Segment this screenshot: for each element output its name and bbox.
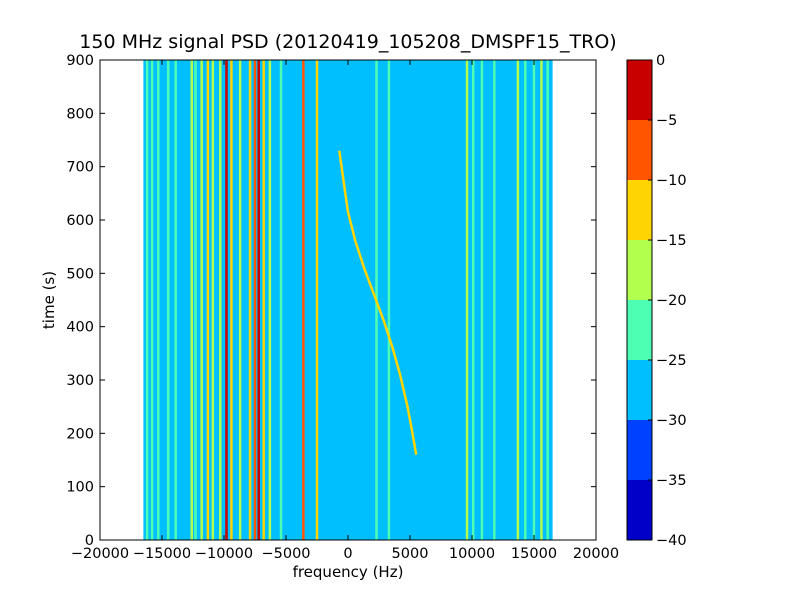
x-axis-label: frequency (Hz): [293, 563, 404, 581]
colorbar-tick-label: −25: [656, 353, 687, 369]
colorbar-block: [627, 480, 652, 540]
spectral-line: [190, 60, 193, 540]
colorbar-block: [627, 120, 652, 180]
spectral-line: [166, 60, 170, 540]
spectral-line: [532, 60, 536, 540]
x-tick-label: 15000: [511, 546, 557, 562]
spectral-line: [206, 60, 210, 540]
y-axis-label: time (s): [40, 271, 58, 329]
spectral-line: [257, 60, 260, 540]
spectral-line: [540, 60, 543, 540]
y-tick-label: 100: [66, 480, 94, 496]
spectral-line: [150, 60, 154, 540]
doppler-curve: [338, 150, 418, 455]
spectral-line: [194, 60, 197, 540]
colorbar: −40 −35 −30 −25 −20 −15 −10 −5 0: [626, 53, 687, 549]
spectral-line: [219, 60, 222, 540]
x-tick-label: 5000: [392, 546, 429, 562]
x-tick-label: −5000: [261, 546, 310, 562]
spectral-line: [524, 60, 527, 540]
y-tick-label: 500: [66, 266, 94, 282]
y-tick-label: 0: [85, 533, 94, 549]
spectral-line: [145, 60, 149, 540]
colorbar-block: [627, 360, 652, 420]
x-tick-label: 0: [343, 546, 352, 562]
psd-background: [143, 60, 553, 540]
spectral-line: [262, 60, 265, 540]
colorbar-tick-label: 0: [656, 53, 665, 69]
spectral-line: [225, 60, 228, 540]
y-tick-label: 700: [66, 160, 94, 176]
spectral-line: [253, 60, 257, 540]
spectral-line: [238, 60, 242, 540]
spectral-line: [174, 60, 177, 540]
y-tick-label: 200: [66, 426, 94, 442]
colorbar-block: [627, 60, 652, 120]
x-tick-label: −15000: [133, 546, 191, 562]
y-tick-label: 900: [66, 53, 94, 69]
y-tick-label: 600: [66, 213, 94, 229]
y-tick-label: 400: [66, 320, 94, 336]
spectral-line: [465, 60, 469, 540]
colorbar-tick-label: −10: [656, 173, 687, 189]
spectral-line: [480, 60, 484, 540]
colorbar-block: [627, 180, 652, 240]
x-tick-label: −10000: [195, 546, 253, 562]
colorbar-block: [627, 240, 652, 300]
spectral-line: [516, 60, 520, 540]
colorbar-block: [627, 300, 652, 360]
spectral-line: [268, 60, 272, 540]
spectral-line: [230, 60, 233, 540]
y-tick-label: 300: [66, 373, 94, 389]
spectral-line: [546, 60, 549, 540]
spectral-line: [493, 60, 496, 540]
x-tick-label: 20000: [573, 546, 619, 562]
colorbar-tick-label: −20: [656, 293, 687, 309]
colorbar-tick-label: −35: [656, 473, 687, 489]
x-tick-label: 10000: [449, 546, 495, 562]
spectral-line: [387, 60, 391, 540]
plot-area: −20000 −15000 −10000 −5000 0 5000 10000 15000 20…: [66, 53, 619, 562]
spectral-line: [248, 60, 252, 540]
spectral-line: [472, 60, 475, 540]
spectral-line: [200, 60, 203, 540]
spectral-line: [302, 60, 305, 540]
colorbar-tick-label: −30: [656, 413, 687, 429]
spectral-line: [157, 60, 160, 540]
spectral-line: [315, 60, 319, 540]
x-tick-label: −20000: [71, 546, 129, 562]
colorbar-tick-label: −5: [656, 113, 677, 129]
spectral-line: [211, 60, 215, 540]
spectral-line: [279, 60, 283, 540]
y-tick-label: 800: [66, 106, 94, 122]
chart-title: 150 MHz signal PSD (20120419_105208_DMSP…: [79, 31, 616, 53]
colorbar-block: [627, 420, 652, 480]
colorbar-tick-label: −40: [656, 533, 687, 549]
colorbar-tick-label: −15: [656, 233, 687, 249]
